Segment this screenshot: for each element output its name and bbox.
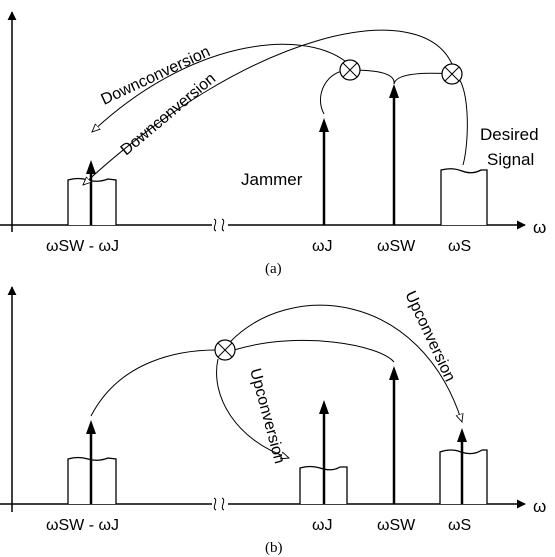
mixer-arc-signal — [393, 72, 468, 166]
mixer-icon — [214, 339, 236, 361]
jammer-arrowhead — [319, 118, 329, 132]
downconversion-arrow-1 — [92, 43, 346, 132]
signal-block — [439, 449, 488, 504]
x-axis-label: ω — [533, 218, 546, 237]
jammer-label: Jammer — [241, 170, 303, 189]
mixer-1-icon — [339, 59, 361, 81]
tick-lo: ωSW — [377, 238, 416, 255]
caption-b: (b) — [265, 540, 283, 556]
tick-signal: ωS — [448, 238, 471, 255]
x-axis-label: ω — [533, 497, 546, 516]
mixer-2-icon — [441, 63, 463, 85]
lo-arrowhead — [389, 366, 399, 380]
arc-image-to-mixer — [90, 349, 217, 417]
upconversion-label-2: Upconversion — [401, 289, 458, 385]
upconversion-arrow-1 — [216, 358, 289, 458]
tick-jammer: ωJ — [312, 238, 333, 255]
panel-b: ω Upc — [0, 286, 546, 556]
signal-arrowhead — [457, 428, 467, 442]
lo-arrowhead — [389, 84, 399, 98]
arc-mixer-to-lo — [233, 339, 395, 363]
image-impulse-arrowhead — [86, 160, 96, 174]
jammer-arrowhead — [319, 400, 329, 414]
caption-a: (a) — [265, 261, 282, 277]
desired-signal-block — [440, 168, 488, 225]
tick-jammer: ωJ — [312, 517, 333, 534]
image-impulse-arrowhead — [86, 420, 96, 434]
tick-image: ωSW - ωJ — [46, 238, 119, 255]
upconversion-arrow-2 — [229, 304, 462, 422]
tick-signal: ωS — [448, 517, 471, 534]
axis-break — [212, 494, 228, 514]
tick-image: ωSW - ωJ — [46, 517, 119, 534]
desired-signal-label-line2: Signal — [487, 150, 534, 169]
axis-break — [212, 215, 228, 235]
panel-a: ω — [0, 11, 546, 277]
desired-signal-label-line1: Desired — [480, 125, 539, 144]
downconversion-arrow-2 — [83, 29, 453, 185]
upconversion-label-1: Upconversion — [246, 367, 288, 466]
tick-lo: ωSW — [377, 517, 416, 534]
